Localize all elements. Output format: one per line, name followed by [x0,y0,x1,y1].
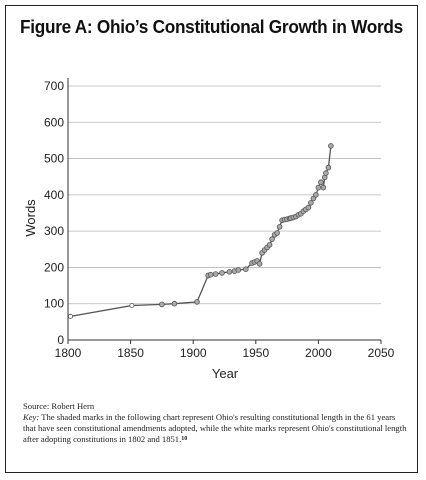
y-tick-label: 500 [44,152,64,166]
constitution-point [68,313,74,319]
amendment-point [313,192,319,198]
amendment-point [308,200,314,206]
x-tick-labels: 1800 1850 1900 1950 2000 2050 [55,346,395,360]
amendment-point [266,242,273,248]
figure-title: Figure A: Ohio’s Constitutional Growth i… [20,16,403,37]
gridlines [68,85,381,305]
amendment-point [274,230,280,236]
y-tick-label: 400 [44,188,64,202]
x-tick-label: 2000 [305,346,332,360]
amendment-point [276,224,283,230]
amendment-point [323,170,329,176]
amendment-point [256,260,263,267]
x-tick-label: 1900 [180,346,207,360]
amendment-point [171,300,178,307]
amendment-point [325,164,332,171]
figure-frame [5,5,418,473]
data-points [68,143,334,319]
key-label: Key: [23,411,40,422]
x-tick-label: 1800 [55,346,82,360]
footnote-marker: 10 [181,435,188,442]
amendment-point [328,143,334,149]
axes [67,78,382,344]
amendment-point [226,268,233,275]
amendment-point [269,236,275,242]
amendment-point [219,270,225,276]
amendment-point [305,204,312,211]
y-tick-labels: 0 100 200 300 400 500 600 700 [44,79,64,347]
y-tick-label: 200 [44,260,64,274]
amendment-point [207,271,214,278]
y-tick-label: 700 [44,79,64,93]
key-text: The shaded marks in the following chart … [23,411,407,444]
amendment-point [194,299,200,305]
amendment-point [320,184,327,191]
constitution-point [129,302,135,308]
x-tick-label: 1950 [242,346,269,360]
amendment-point [315,184,322,191]
y-tick-label: 300 [44,224,64,238]
y-tick-label: 0 [57,333,64,347]
y-tick-label: 600 [44,115,64,129]
key-note: Key: The shaded marks in the following c… [23,412,408,445]
amendment-point [318,179,324,186]
amendment-point [159,301,165,308]
source-note: Source: Robert Hern Key: The shaded mark… [23,401,408,445]
amendment-point [235,267,242,273]
x-tick-label: 2050 [368,346,395,360]
amendment-point [212,271,219,277]
x-axis-label: Year [212,366,239,381]
x-tick-label: 1850 [117,346,144,360]
source-line: Source: Robert Hern [23,401,95,411]
y-axis-label: Words [23,199,38,237]
amendment-point [243,266,249,273]
y-tick-label: 100 [44,297,64,311]
